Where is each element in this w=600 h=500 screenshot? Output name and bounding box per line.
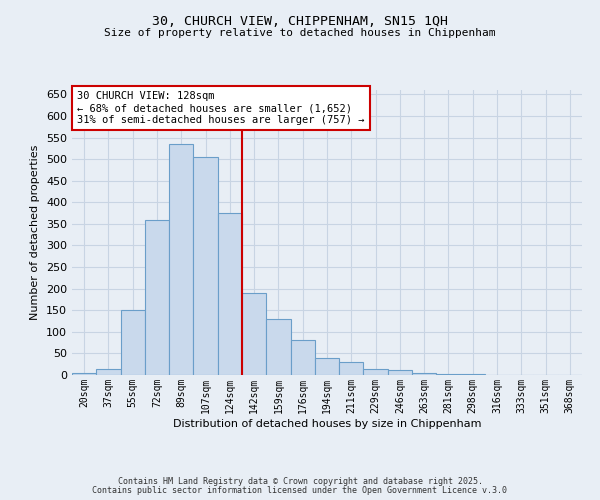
Bar <box>242 293 266 375</box>
Bar <box>96 368 121 375</box>
Text: Contains public sector information licensed under the Open Government Licence v.: Contains public sector information licen… <box>92 486 508 495</box>
Bar <box>388 370 412 375</box>
Bar <box>193 157 218 375</box>
Text: Contains HM Land Registry data © Crown copyright and database right 2025.: Contains HM Land Registry data © Crown c… <box>118 477 482 486</box>
X-axis label: Distribution of detached houses by size in Chippenham: Distribution of detached houses by size … <box>173 418 481 428</box>
Text: Size of property relative to detached houses in Chippenham: Size of property relative to detached ho… <box>104 28 496 38</box>
Bar <box>218 213 242 375</box>
Text: 30 CHURCH VIEW: 128sqm
← 68% of detached houses are smaller (1,652)
31% of semi-: 30 CHURCH VIEW: 128sqm ← 68% of detached… <box>77 92 365 124</box>
Y-axis label: Number of detached properties: Number of detached properties <box>31 145 40 320</box>
Bar <box>461 374 485 375</box>
Bar <box>290 340 315 375</box>
Bar <box>364 368 388 375</box>
Bar <box>121 310 145 375</box>
Bar <box>339 362 364 375</box>
Bar <box>266 319 290 375</box>
Bar <box>412 373 436 375</box>
Bar <box>145 220 169 375</box>
Bar <box>315 358 339 375</box>
Bar <box>72 373 96 375</box>
Bar <box>169 144 193 375</box>
Text: 30, CHURCH VIEW, CHIPPENHAM, SN15 1QH: 30, CHURCH VIEW, CHIPPENHAM, SN15 1QH <box>152 15 448 28</box>
Bar <box>436 374 461 375</box>
